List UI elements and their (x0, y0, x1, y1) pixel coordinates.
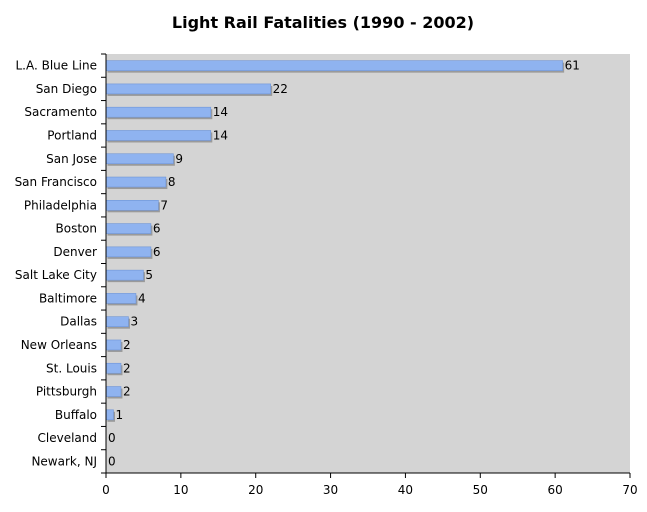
value-label: 4 (138, 291, 146, 305)
value-label: 9 (175, 152, 183, 166)
category-label: Baltimore (39, 291, 97, 305)
category-label: Portland (47, 128, 97, 142)
bar (105, 293, 137, 304)
bar (105, 316, 129, 327)
bar (105, 386, 122, 397)
category-label: Salt Lake City (15, 268, 97, 282)
category-label: San Jose (46, 152, 97, 166)
category-label: St. Louis (46, 361, 97, 375)
x-tick-label: 60 (548, 483, 563, 497)
bar (105, 130, 212, 141)
bar (105, 409, 114, 421)
category-label: Denver (53, 245, 97, 259)
bar (105, 339, 122, 351)
x-tick-label: 30 (323, 483, 338, 497)
value-label: 5 (145, 268, 153, 282)
bar (105, 223, 152, 234)
category-label: Sacramento (24, 105, 97, 119)
bar (105, 269, 144, 281)
value-label: 0 (108, 454, 116, 468)
category-label: L.A. Blue Line (15, 59, 97, 73)
x-tick-label: 70 (622, 483, 637, 497)
bar (105, 106, 212, 118)
bars-group (105, 60, 565, 422)
value-label: 0 (108, 431, 116, 445)
x-axis: 0 10 20 30 40 50 60 70 (102, 472, 638, 497)
chart-title: Light Rail Fatalities (1990 - 2002) (172, 13, 474, 32)
value-label: 2 (123, 385, 131, 399)
x-tick-label: 10 (173, 483, 188, 497)
value-label: 2 (123, 338, 131, 352)
x-tick-label: 20 (248, 483, 263, 497)
y-axis (101, 53, 107, 474)
bar (105, 176, 167, 188)
category-label: San Diego (36, 82, 97, 96)
category-label: Pittsburgh (36, 385, 97, 399)
category-label: New Orleans (21, 338, 97, 352)
category-label: Philadelphia (24, 198, 97, 212)
value-label: 6 (153, 245, 161, 259)
value-label: 6 (153, 222, 161, 236)
x-tick-label: 0 (102, 483, 110, 497)
category-label: Dallas (60, 315, 97, 329)
category-label: Boston (56, 222, 97, 236)
value-label: 22 (273, 82, 288, 96)
value-label: 61 (565, 59, 580, 73)
category-label: Newark, NJ (31, 454, 97, 468)
value-label: 14 (213, 128, 228, 142)
bar (105, 153, 174, 165)
value-label: 1 (115, 408, 123, 422)
bar (105, 83, 271, 95)
value-label: 7 (160, 198, 168, 212)
plot-area (106, 54, 630, 473)
value-label: 14 (213, 105, 228, 119)
category-label: Cleveland (38, 431, 98, 445)
value-label: 3 (130, 315, 138, 329)
category-labels: L.A. Blue Line San Diego Sacramento Portlan… (15, 59, 97, 469)
bar (105, 200, 159, 211)
value-label: 8 (168, 175, 176, 189)
x-tick-label: 40 (398, 483, 413, 497)
category-label: Buffalo (55, 408, 97, 422)
x-tick-label: 50 (473, 483, 488, 497)
bar (105, 362, 122, 374)
category-label: San Francisco (15, 175, 97, 189)
value-label: 2 (123, 361, 131, 375)
bar (105, 60, 563, 71)
bar (105, 246, 152, 258)
